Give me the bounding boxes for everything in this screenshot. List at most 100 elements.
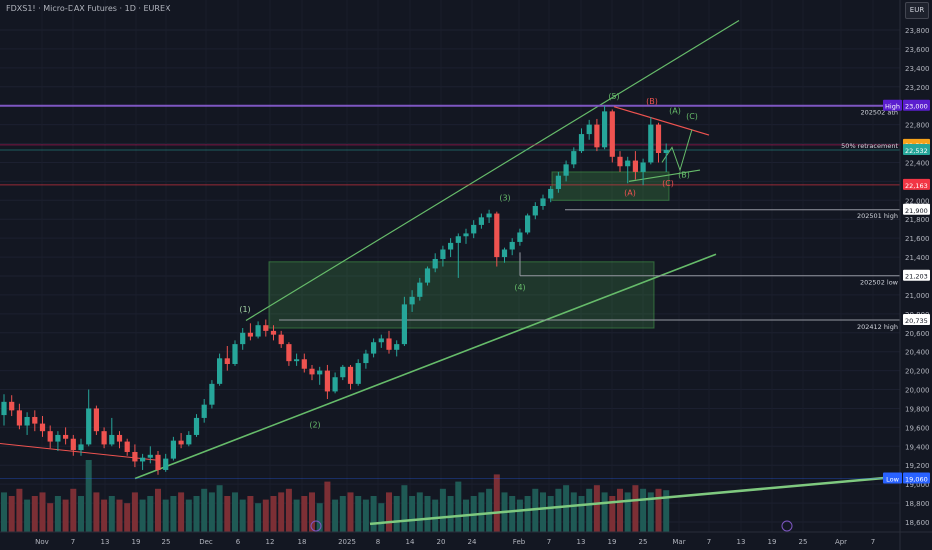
candle-body — [193, 417, 200, 435]
volume-bar — [524, 496, 531, 532]
candle-body — [140, 457, 146, 462]
symbol-title: FDXS1! · Micro-DAX Futures · 1D · EUREX — [6, 4, 171, 13]
price-tag-text: 20,735 — [905, 317, 928, 325]
volume-bar — [370, 496, 377, 532]
candle-body — [340, 366, 346, 378]
candles — [1, 105, 669, 475]
candle-body — [255, 325, 261, 337]
candle-body — [224, 358, 230, 364]
candle-body — [355, 363, 361, 384]
volume-bar — [540, 492, 546, 532]
long-trendline — [369, 475, 901, 526]
y-tick-label: 20,200 — [905, 368, 930, 376]
volume-bar — [247, 496, 254, 532]
candle-body — [571, 151, 577, 165]
volume-bar — [424, 496, 431, 532]
price-tag — [903, 203, 930, 215]
event-icon — [310, 520, 322, 532]
price-tag-text: 23,000 — [905, 103, 928, 111]
volume-bar — [586, 488, 593, 532]
price-tag-text: 22,163 — [905, 182, 928, 190]
candle-body — [648, 124, 654, 163]
x-tick-label: 13 — [737, 538, 746, 546]
volume-bar — [332, 499, 339, 532]
triangle-top — [613, 106, 710, 136]
candle-body — [663, 149, 669, 153]
volume-bar — [24, 499, 31, 532]
volume-bar — [278, 492, 285, 532]
volume-bar — [416, 492, 423, 532]
volume-bar — [455, 481, 462, 532]
x-tick-label: 24 — [468, 538, 477, 546]
volume-bar — [124, 503, 131, 532]
x-tick-label: 13 — [577, 538, 586, 546]
y-tick-label: 18,600 — [905, 519, 930, 527]
volume-bar — [432, 499, 439, 532]
candle-body — [47, 431, 53, 442]
wave-label: (1) — [239, 305, 250, 314]
candle-body — [301, 359, 307, 369]
volume-bar — [301, 496, 308, 532]
volume-bar — [309, 492, 315, 532]
y-tick-label: 22,800 — [905, 122, 930, 130]
volume-bar — [85, 460, 92, 532]
volume-bar — [78, 496, 84, 532]
triangle-bottom — [628, 169, 701, 182]
volume-bar — [70, 488, 77, 532]
volume-bar — [54, 496, 61, 532]
volume-bar — [8, 496, 15, 532]
volume-bar — [493, 474, 500, 532]
price-tag — [903, 472, 930, 484]
volume-bar — [201, 488, 208, 532]
candle-body — [155, 454, 161, 470]
candle-body — [371, 342, 377, 354]
price-tag-badge-text: High — [885, 103, 900, 111]
level-label: 202412 high — [857, 323, 898, 331]
candle-body — [317, 370, 323, 375]
volume-bar — [1, 492, 7, 532]
volume-bar — [509, 496, 516, 532]
candle-body — [39, 423, 46, 432]
candle-body — [463, 233, 469, 237]
volume-bar — [601, 492, 608, 532]
level-label: 202502 low — [860, 279, 899, 287]
candle-body — [55, 434, 61, 442]
wave-label: (C) — [662, 179, 674, 188]
x-tick-label: Apr — [835, 538, 847, 546]
volume-bar — [439, 488, 446, 532]
candle-body — [217, 358, 223, 384]
volume-bar — [547, 496, 554, 532]
volume-bar — [147, 496, 154, 532]
volume-bar — [339, 496, 346, 532]
candle-body — [101, 431, 107, 445]
candle-body — [163, 458, 169, 470]
candle-body — [263, 325, 269, 331]
x-tick-label: 18 — [298, 538, 307, 546]
volume-bar — [478, 492, 485, 532]
candle-body — [494, 213, 500, 258]
x-tick-label: 19 — [132, 538, 141, 546]
volume-bar — [101, 499, 108, 532]
wave-label: (B) — [646, 97, 658, 106]
volume-bars — [1, 460, 670, 532]
candle-body — [655, 124, 662, 153]
wave-projection — [661, 129, 693, 172]
candle-body — [132, 451, 138, 462]
candle-body — [170, 440, 176, 459]
volume-bar — [632, 485, 639, 532]
wave-label: (5) — [608, 92, 619, 101]
demand-zone-1 — [268, 261, 655, 329]
y-tick-label: 20,400 — [905, 349, 930, 357]
event-icon — [781, 520, 793, 532]
currency-button[interactable]: EUR — [905, 2, 929, 19]
channel-lower — [134, 253, 717, 480]
x-tick-label: Dec — [199, 538, 213, 546]
x-tick-label: 25 — [799, 538, 808, 546]
volume-bar — [185, 499, 192, 532]
candle-body — [417, 282, 423, 297]
candle-body — [109, 434, 115, 445]
price-tag-text: 21,203 — [905, 273, 928, 281]
volume-bar — [570, 492, 577, 532]
volume-bar — [655, 488, 662, 532]
